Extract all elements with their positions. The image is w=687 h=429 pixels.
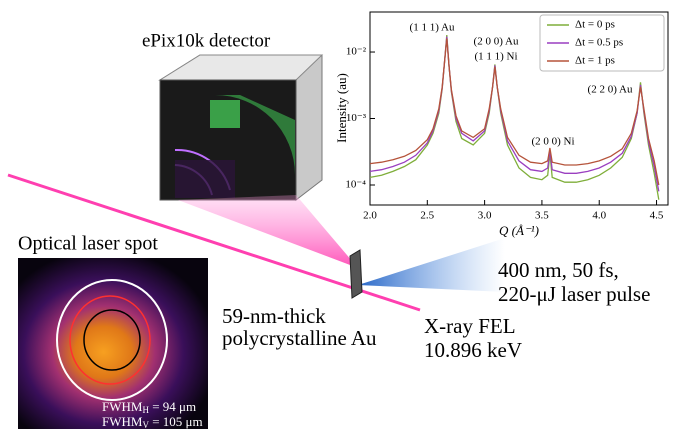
fwhm-text: FWHM <box>102 414 143 429</box>
detector <box>160 55 322 200</box>
xray-label: X-ray FEL <box>424 314 516 338</box>
x-tick-label: 2.5 <box>420 210 434 222</box>
peak-label: (2 0 0) Ni <box>531 136 574 148</box>
x-tick-label: 4.5 <box>650 210 664 222</box>
y-tick-label: 10⁻⁴ <box>345 179 366 191</box>
fwhm-label: FWHMV = 105 μm <box>102 414 203 429</box>
pump-label: 220-μJ laser pulse <box>498 282 650 306</box>
pump-beam <box>358 238 505 292</box>
peak-label: (1 1 1) Au <box>410 22 455 34</box>
pump-label: 400 nm, 50 fs, <box>498 258 619 282</box>
fwhm-value: = 94 μm <box>149 399 196 414</box>
y-axis-label: Intensity (au) <box>334 73 349 143</box>
sample <box>350 250 362 298</box>
y-tick-label: 10⁻³ <box>346 112 367 124</box>
fwhm-text: FWHM <box>102 399 143 414</box>
peak-label: (2 2 0) Au <box>588 84 633 96</box>
x-tick-label: 4.0 <box>592 210 606 222</box>
fwhm-label: FWHMH = 94 μm <box>102 399 196 415</box>
page: ePix10k detector Optical laser spot 400 … <box>0 0 687 429</box>
y-tick-label: 10⁻² <box>346 46 367 58</box>
peak-label: (1 1 1) Ni <box>474 51 517 63</box>
x-tick-label: 3.5 <box>535 210 549 222</box>
legend-label: Δt = 0.5 ps <box>575 37 623 49</box>
legend-label: Δt = 0 ps <box>575 19 615 31</box>
x-tick-label: 3.0 <box>478 210 492 222</box>
peak-label: (2 0 0) Au <box>474 36 519 48</box>
fwhm-value: = 105 μm <box>149 414 203 429</box>
x-axis-label: Q (Å⁻¹) <box>499 223 539 238</box>
legend-label: Δt = 1 ps <box>575 55 615 67</box>
x-tick-label: 2.0 <box>363 210 377 222</box>
xray-label: 10.896 keV <box>424 338 522 362</box>
detector-label: ePix10k detector <box>142 30 271 51</box>
figure: ePix10k detector Optical laser spot 400 … <box>0 0 687 429</box>
spot-label: Optical laser spot <box>18 233 158 255</box>
sample-label: 59-nm-thick <box>222 304 326 328</box>
sample-label: polycrystalline Au <box>222 326 377 350</box>
scatter-cone <box>178 195 358 268</box>
